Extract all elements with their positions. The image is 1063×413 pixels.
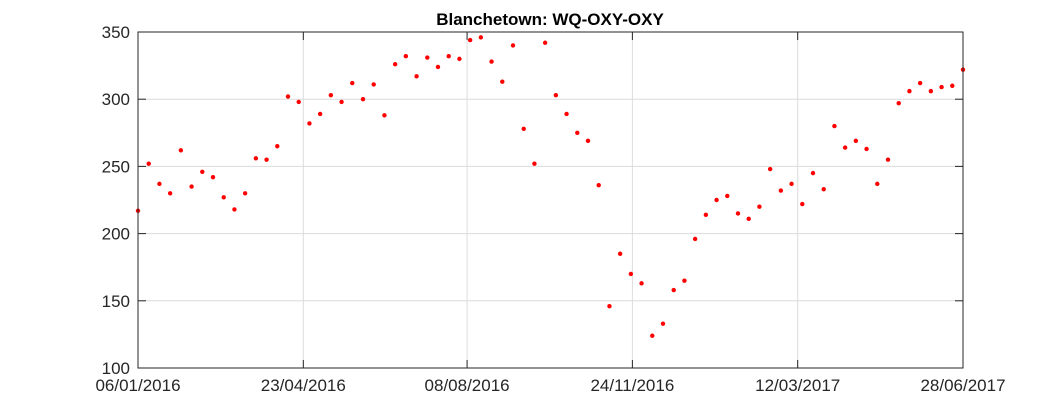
data-point [167,191,173,196]
data-points [135,35,966,338]
data-point [703,212,709,217]
data-point [478,35,484,40]
data-point [564,111,569,117]
data-point [510,43,516,48]
data-point [457,56,462,62]
data-point [896,101,901,106]
data-point [253,156,259,161]
y-tick-label: 350 [102,23,130,42]
data-point [446,53,451,59]
axis-ticks [137,31,964,369]
data-point [553,92,559,98]
data-point [435,64,441,70]
data-point [425,55,430,60]
data-point [832,123,837,129]
data-point [285,94,291,99]
x-tick-label: 06/01/2016 [95,376,180,395]
y-axis-tick-labels: 100 150 200 250 300 350 [102,23,130,378]
data-point [682,278,687,283]
data-point [821,187,826,192]
data-point [950,83,955,88]
data-point [628,271,634,277]
data-point [746,216,751,222]
data-point [403,53,409,59]
data-point [875,181,880,187]
data-point [864,146,869,152]
data-point [146,161,151,166]
data-point [714,197,719,203]
data-point [617,251,623,256]
data-point [275,144,280,149]
data-point [414,74,419,79]
y-tick-label: 250 [102,157,130,176]
data-point [917,80,923,86]
data-point [671,287,676,293]
chart-title: Blanchetown: WQ-OXY-OXY [436,10,664,29]
data-point [264,157,269,162]
data-point [885,157,891,162]
data-point [650,333,655,338]
data-point [660,321,666,326]
data-point [757,204,762,209]
data-point [928,88,934,94]
data-point [639,281,644,286]
data-point [317,111,323,117]
data-point [725,193,730,199]
x-tick-label: 28/06/2017 [920,376,1005,395]
data-point [778,188,784,193]
data-point [178,148,184,153]
data-point [735,211,741,216]
y-tick-label: 100 [102,359,130,378]
data-point [907,88,912,94]
y-tick-label: 150 [102,292,130,311]
data-point [221,195,226,200]
data-point [189,184,194,189]
x-tick-label: 23/04/2016 [261,376,346,395]
data-point [842,145,848,150]
x-tick-label: 24/11/2016 [590,376,674,395]
data-point [800,201,805,207]
data-point [532,161,537,166]
data-point [210,174,216,180]
data-point [328,92,334,98]
data-point [810,170,816,176]
y-tick-label: 200 [102,225,130,244]
data-point [200,169,205,174]
data-point [939,84,944,90]
data-point [542,40,548,45]
data-point [382,113,387,118]
data-point [371,82,376,87]
x-tick-label: 12/03/2017 [755,376,840,395]
data-point [339,99,344,105]
data-point [232,207,237,212]
x-tick-label: 08/08/2016 [425,376,510,395]
data-point [296,99,301,105]
data-point [500,79,505,84]
data-point [489,59,494,64]
data-point [789,181,794,187]
data-point [521,126,526,131]
data-point [350,80,355,86]
data-point [392,62,398,67]
data-point [242,191,248,196]
data-point [575,130,580,135]
data-point [767,166,773,172]
data-point [585,138,591,144]
y-tick-label: 300 [102,90,130,109]
data-point [596,183,601,188]
data-point [360,97,366,102]
data-point [692,236,698,242]
data-point [607,303,612,309]
data-point [157,181,162,187]
data-point [853,138,859,144]
plot-frame [137,31,964,369]
grid [138,32,963,368]
data-point [467,37,473,43]
data-point [307,121,312,126]
x-axis-tick-labels: 06/01/2016 23/04/2016 08/08/2016 24/11/2016… [95,376,1005,395]
plot-area [138,32,963,368]
